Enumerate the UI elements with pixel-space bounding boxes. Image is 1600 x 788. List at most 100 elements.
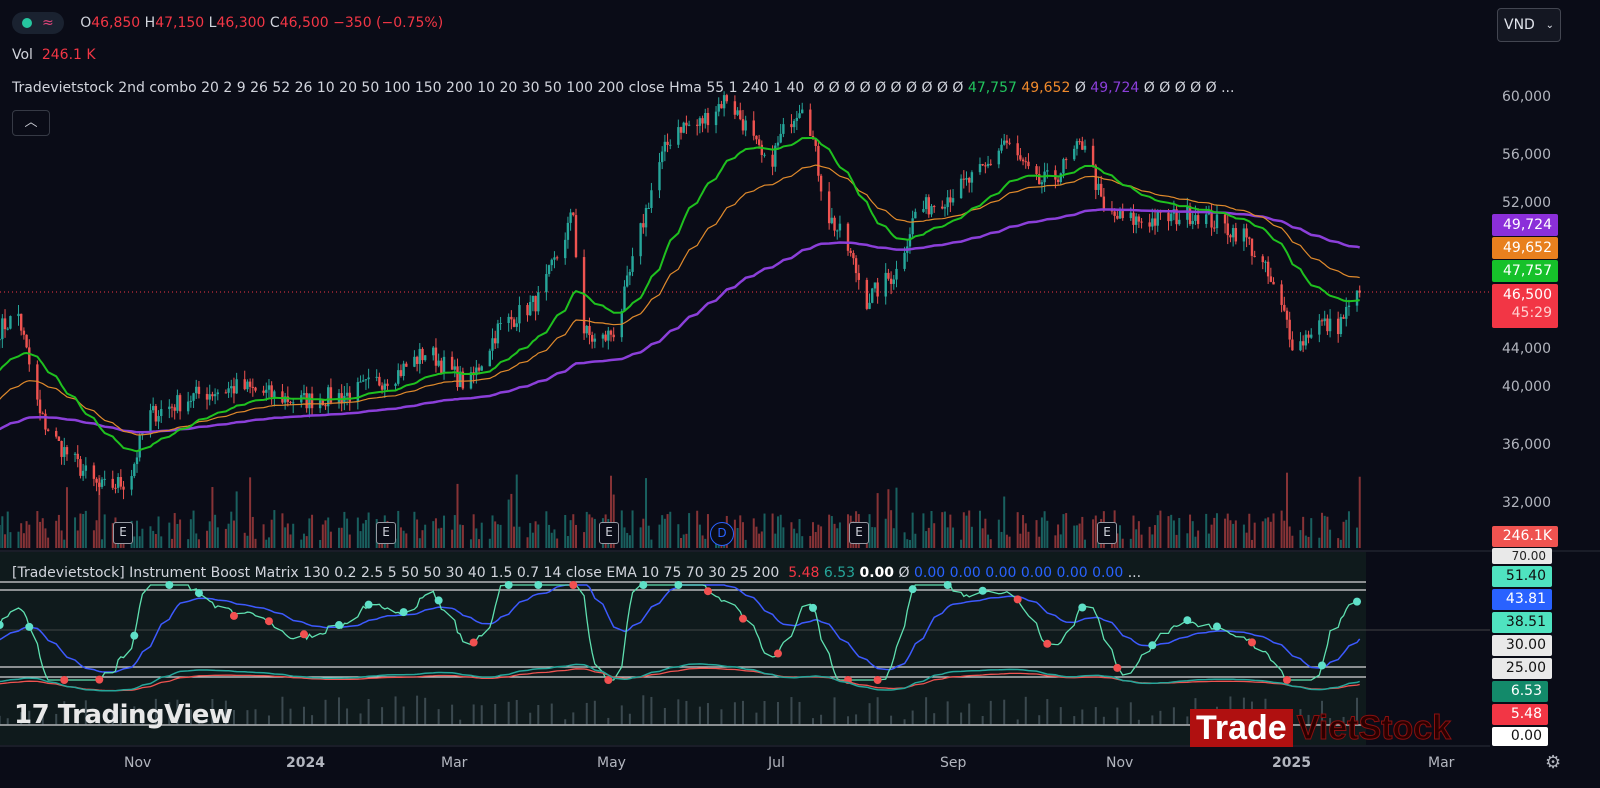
earnings-marker[interactable]: E [599,522,619,544]
volume-bar [685,533,688,548]
candle-body [1035,166,1038,175]
signal-dot [0,621,4,629]
time-tick: May [597,755,626,771]
volume-bar [545,511,548,548]
candle-body [970,172,974,183]
candle-body [771,154,774,167]
candle-body [647,207,650,209]
candle-body [302,393,306,396]
earnings-marker[interactable]: E [376,522,396,544]
histogram-bar [868,703,871,725]
candle-body [739,110,742,120]
candle-body [1269,276,1273,282]
candle-body [211,394,214,397]
volume-bar [645,478,648,548]
candle-body [1000,144,1003,151]
change-value: −350 (−0.75%) [333,15,444,31]
volume-bar [895,487,898,548]
volume-bar [20,523,23,548]
more-button[interactable]: ... [1221,80,1235,96]
candle-body [1223,214,1227,224]
histogram-bar [706,703,709,725]
histogram-bar [281,696,284,725]
volume-bar [779,514,782,548]
volume-bar [321,524,324,548]
candle-body [1301,341,1305,346]
tradingview-logo[interactable]: 𝟭𝟳 TradingView [14,700,233,730]
collapse-legend-button[interactable]: ︿ [12,110,50,136]
volume-bar [890,510,893,548]
histogram-bar [402,706,405,725]
earnings-marker[interactable]: E [113,522,133,544]
dividend-marker[interactable]: D [710,522,734,546]
indicator2-legend[interactable]: [Tradevietstock] Instrument Boost Matrix… [12,565,1141,581]
volume-bar [876,493,879,548]
candle-body [625,275,629,287]
candle-body [440,360,443,373]
time-tick: 2024 [286,755,325,771]
chevron-down-icon: ⌄ [1545,20,1554,31]
volume-bar [262,524,265,548]
histogram-bar [628,713,631,725]
volume-bar [593,518,596,548]
volume-bar [739,515,742,548]
currency-label: VND [1504,17,1535,33]
volume-bar [626,532,629,548]
candle-body [941,206,944,209]
candle-body [359,381,362,383]
candle-body [666,141,669,146]
visibility-toggle[interactable]: ≈ [12,12,64,34]
candle-body [943,207,947,209]
volume-bar [1129,538,1132,548]
ma-slow-tag: 49,724 [1492,214,1558,236]
settings-gear-icon[interactable]: ⚙ [1545,752,1562,773]
signal-dot [639,581,648,589]
more-button-2[interactable]: ... [1127,565,1142,581]
candle-body [1358,290,1361,293]
candle-body [588,325,591,336]
volume-bar [25,521,28,548]
candle-body [488,350,492,367]
candle-body [1083,145,1087,150]
histogram-bar [763,700,766,725]
indicator1-name[interactable]: Tradevietstock 2nd combo 20 2 9 26 52 26… [12,80,805,96]
candle-body [760,144,764,155]
histogram-bar [663,707,666,725]
earnings-marker[interactable]: E [849,522,869,544]
volume-bar [418,538,421,548]
volume-bar [267,537,270,548]
histogram-bar [1038,715,1041,725]
open-value: 46,850 [91,15,141,31]
volume-bar [197,539,200,548]
candle-body [889,278,893,284]
volume-bar [1307,536,1310,548]
candle-body [545,274,548,293]
volume-bar [1215,513,1218,548]
volume-bar [752,518,755,548]
volume-bar [1356,527,1359,548]
histogram-bar [1046,699,1049,725]
candle-body [968,177,971,183]
volume-bar [63,539,66,548]
histogram-bar [472,704,475,725]
osc-tag: 51.40 [1492,566,1552,587]
volume-bar [1135,529,1138,548]
price-tick: 44,000 [1502,341,1551,357]
earnings-marker[interactable]: E [1097,522,1117,544]
indicator1-legend[interactable]: Tradevietstock 2nd combo 20 2 9 26 52 26… [12,80,1234,96]
volume-bar [631,510,634,548]
candle-body [1121,210,1124,219]
volume-bar [1194,536,1197,548]
volume-bar [965,515,968,548]
currency-select[interactable]: VND ⌄ [1497,8,1561,42]
candle-body [1266,261,1270,277]
volume-bar [838,522,841,548]
ma-fast-value: 47,757 [967,80,1017,96]
candle-body [1134,216,1138,225]
candle-body [437,360,440,366]
indicator2-name[interactable]: [Tradevietstock] Instrument Boost Matrix… [12,565,780,581]
candle-body [650,190,653,208]
candle-body [197,386,201,394]
volume-bar [943,511,946,548]
